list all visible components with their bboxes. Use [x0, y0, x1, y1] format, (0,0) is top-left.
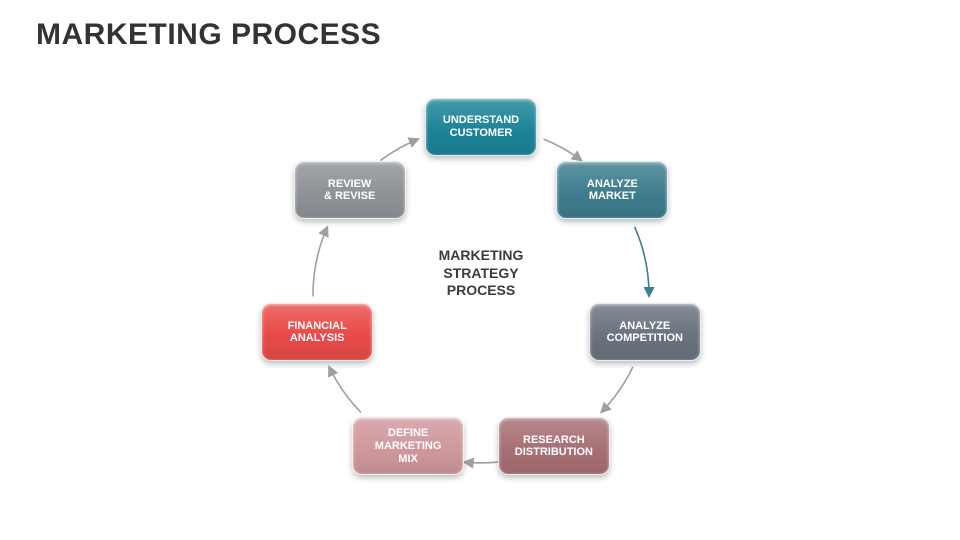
node-label-line: ANALYSIS [290, 332, 345, 345]
node-define-marketing-mix: DEFINEMARKETINGMIX [352, 417, 464, 475]
cycle-diagram: MARKETING STRATEGY PROCESS UNDERSTANDCUS… [0, 0, 960, 540]
cycle-arc [313, 227, 327, 297]
cycle-arc [464, 462, 498, 463]
node-label-line: & REVISE [324, 190, 375, 203]
node-review-revise: REVIEW& REVISE [294, 161, 406, 219]
center-label-line: MARKETING [421, 247, 541, 265]
center-label-line: PROCESS [421, 282, 541, 300]
node-label-line: MIX [398, 453, 418, 466]
node-research-distribution: RESEARCHDISTRIBUTION [498, 417, 610, 475]
node-analyze-market: ANALYZEMARKET [556, 161, 668, 219]
node-analyze-competition: ANALYZECOMPETITION [589, 303, 701, 361]
cycle-arc [544, 139, 582, 161]
node-financial-analysis: FINANCIALANALYSIS [261, 303, 373, 361]
node-label-line: ANALYZE [587, 178, 638, 191]
cycle-arc [380, 139, 418, 161]
node-label-line: FINANCIAL [288, 320, 347, 333]
cycle-arc [329, 367, 361, 413]
node-label-line: MARKET [589, 190, 636, 203]
node-label-line: COMPETITION [607, 332, 683, 345]
node-label-line: MARKETING [375, 440, 442, 453]
node-label-line: ANALYZE [619, 320, 670, 333]
center-label-line: STRATEGY [421, 265, 541, 283]
node-understand-customer: UNDERSTANDCUSTOMER [425, 98, 537, 156]
cycle-arc [601, 367, 633, 413]
center-label: MARKETING STRATEGY PROCESS [421, 247, 541, 300]
node-label-line: DEFINE [388, 427, 428, 440]
node-label-line: DISTRIBUTION [515, 446, 593, 459]
node-label-line: UNDERSTAND [443, 114, 519, 127]
node-label-line: REVIEW [328, 178, 371, 191]
cycle-arc [635, 227, 649, 297]
node-label-line: RESEARCH [523, 434, 585, 447]
node-label-line: CUSTOMER [450, 127, 513, 140]
